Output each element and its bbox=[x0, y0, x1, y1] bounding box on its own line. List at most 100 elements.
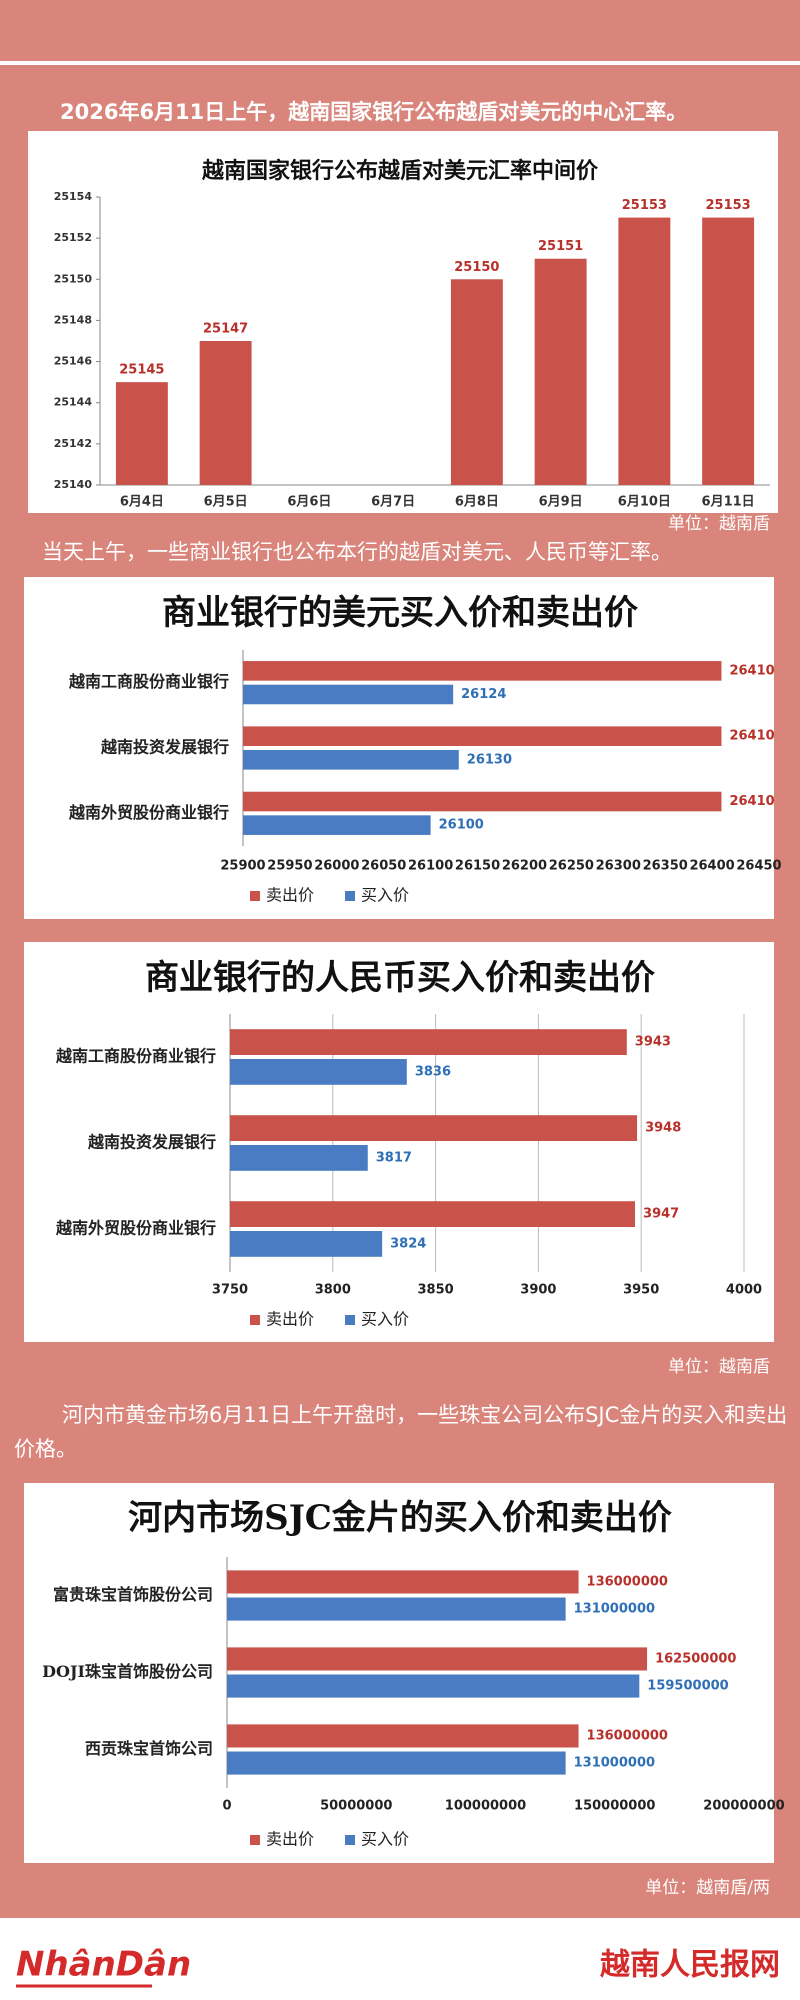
value-label: 131000000 bbox=[574, 1756, 655, 1771]
value-label: 26124 bbox=[461, 687, 506, 702]
value-label: 3817 bbox=[376, 1150, 412, 1165]
x-tick-label: 3950 bbox=[623, 1283, 659, 1298]
y-tick-label: 25140 bbox=[54, 478, 93, 491]
intro-text: 2026年6月11日上午，越南国家银行公布越盾对美元的中心汇率。 bbox=[60, 100, 688, 124]
legend-swatch bbox=[250, 1315, 260, 1325]
category-label: 越南工商股份商业银行 bbox=[55, 1047, 216, 1066]
value-label: 25145 bbox=[119, 363, 164, 378]
legend-swatch bbox=[345, 1835, 355, 1845]
category-label: 越南投资发展银行 bbox=[100, 738, 229, 757]
x-tick-label: 26150 bbox=[455, 859, 500, 874]
chart-title: 商业银行的人民币买入价和卖出价 bbox=[145, 958, 655, 998]
bar bbox=[227, 1674, 640, 1698]
x-tick-label: 0 bbox=[222, 1799, 231, 1814]
y-tick-label: 25144 bbox=[54, 396, 93, 409]
value-label: 3836 bbox=[415, 1064, 451, 1079]
chart-box bbox=[24, 1483, 774, 1863]
x-tick-label: 26350 bbox=[643, 859, 688, 874]
value-label: 162500000 bbox=[655, 1651, 736, 1666]
x-tick-label: 200000000 bbox=[703, 1799, 784, 1814]
top-rule bbox=[0, 61, 800, 65]
x-tick-label: 6月5日 bbox=[204, 495, 248, 510]
chart-box bbox=[24, 942, 774, 1342]
x-tick-label: 3850 bbox=[418, 1283, 454, 1298]
bar bbox=[230, 1115, 638, 1141]
site-name: 越南人民报网 bbox=[600, 1948, 780, 1983]
chart-box bbox=[24, 577, 774, 919]
bar bbox=[702, 217, 755, 486]
bar bbox=[618, 217, 671, 486]
value-label: 3943 bbox=[635, 1035, 671, 1050]
x-tick-label: 6月6日 bbox=[287, 495, 331, 510]
legend-swatch bbox=[250, 1835, 260, 1845]
bar bbox=[230, 1145, 368, 1171]
value-label: 25147 bbox=[203, 322, 248, 337]
bar bbox=[227, 1724, 579, 1748]
x-tick-label: 3800 bbox=[315, 1283, 351, 1298]
y-tick-label: 25142 bbox=[54, 437, 92, 450]
bar bbox=[243, 750, 459, 770]
x-tick-label: 6月7日 bbox=[371, 495, 415, 510]
y-tick-label: 25146 bbox=[54, 355, 93, 368]
category-label: 越南工商股份商业银行 bbox=[68, 672, 229, 691]
value-label: 26410 bbox=[729, 663, 774, 678]
y-tick-label: 25148 bbox=[54, 313, 92, 326]
category-label: 富贵珠宝首饰股份公司 bbox=[53, 1585, 213, 1604]
bar bbox=[227, 1570, 579, 1594]
bar bbox=[230, 1231, 383, 1257]
unit-note: 单位：越南盾 bbox=[668, 514, 770, 534]
bar bbox=[450, 279, 503, 485]
bar bbox=[243, 815, 431, 835]
value-label: 3824 bbox=[390, 1236, 426, 1251]
bar bbox=[227, 1597, 566, 1621]
value-label: 136000000 bbox=[587, 1728, 668, 1743]
x-tick-label: 6月4日 bbox=[120, 495, 164, 510]
bar bbox=[534, 258, 587, 485]
chart-title: 越南国家银行公布越盾对美元汇率中间价 bbox=[201, 158, 599, 184]
x-tick-label: 100000000 bbox=[445, 1799, 526, 1814]
value-label: 26410 bbox=[729, 794, 774, 809]
bar bbox=[115, 382, 168, 485]
value-label: 159500000 bbox=[647, 1679, 728, 1694]
value-label: 3948 bbox=[645, 1121, 681, 1136]
x-tick-label: 25900 bbox=[220, 859, 265, 874]
legend-label: 买入价 bbox=[361, 1830, 409, 1849]
bar bbox=[227, 1647, 648, 1671]
chart-title: 河内市场SJC金片的买入价和卖出价 bbox=[128, 1498, 672, 1538]
legend-label: 买入价 bbox=[361, 1310, 409, 1329]
category-label: 西贡珠宝首饰公司 bbox=[85, 1739, 213, 1758]
legend-swatch bbox=[345, 1315, 355, 1325]
category-label: 越南外贸股份商业银行 bbox=[55, 1219, 216, 1238]
legend-label: 卖出价 bbox=[266, 886, 314, 905]
unit-note: 单位：越南盾 bbox=[668, 1357, 770, 1377]
x-tick-label: 6月10日 bbox=[618, 495, 671, 510]
category-label: DOJI珠宝首饰股份公司 bbox=[42, 1662, 213, 1681]
x-tick-label: 26000 bbox=[314, 859, 359, 874]
bar bbox=[243, 684, 454, 705]
logo: NhânDân bbox=[16, 1945, 191, 1985]
x-tick-label: 26400 bbox=[689, 859, 734, 874]
x-tick-label: 3750 bbox=[212, 1283, 248, 1298]
bar bbox=[230, 1029, 627, 1055]
x-tick-label: 6月11日 bbox=[702, 495, 755, 510]
bar bbox=[243, 726, 722, 746]
x-tick-label: 26100 bbox=[408, 859, 453, 874]
y-tick-label: 25154 bbox=[54, 190, 93, 203]
x-tick-label: 4000 bbox=[726, 1283, 762, 1298]
intro-text: 河内市黄金市场6月11日上午开盘时，一些珠宝公司公布SJC金片的买入和卖出价格。 bbox=[14, 1403, 788, 1461]
value-label: 26130 bbox=[467, 752, 512, 767]
x-tick-label: 6月8日 bbox=[455, 495, 499, 510]
legend-label: 卖出价 bbox=[266, 1310, 314, 1329]
x-tick-label: 50000000 bbox=[320, 1799, 392, 1814]
bar bbox=[243, 661, 722, 681]
value-label: 26100 bbox=[439, 818, 484, 833]
legend-swatch bbox=[345, 891, 355, 901]
value-label: 26410 bbox=[729, 729, 774, 744]
x-tick-label: 26050 bbox=[361, 859, 406, 874]
x-tick-label: 26250 bbox=[549, 859, 594, 874]
intro-text: 当天上午，一些商业银行也公布本行的越盾对美元、人民币等汇率。 bbox=[42, 540, 672, 564]
value-label: 131000000 bbox=[574, 1602, 655, 1617]
value-label: 136000000 bbox=[587, 1574, 668, 1589]
